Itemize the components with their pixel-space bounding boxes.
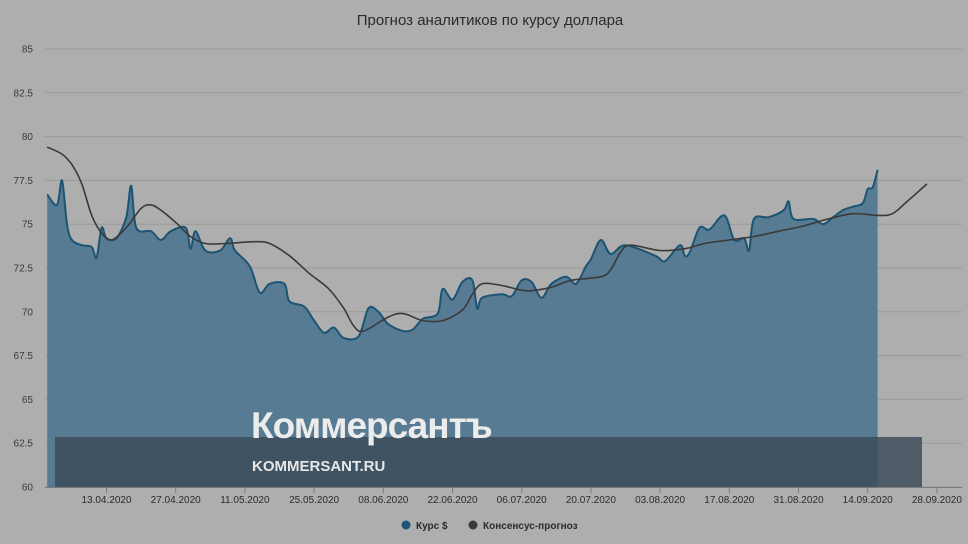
watermark-brand: Коммерсантъ <box>251 405 492 446</box>
x-tick-label: 08.06.2020 <box>358 495 408 506</box>
x-tick-label: 20.07.2020 <box>566 495 616 506</box>
x-tick-label: 13.04.2020 <box>81 495 131 506</box>
legend-item-consensus[interactable]: Консенсус-прогноз <box>468 520 578 533</box>
series-area-rate <box>47 169 878 487</box>
legend-label-consensus: Консенсус-прогноз <box>483 521 578 532</box>
x-tick-label: 31.08.2020 <box>773 495 823 506</box>
series-line-rate <box>46 169 879 341</box>
y-tick-label: 65 <box>22 395 34 406</box>
y-tick-label: 75 <box>22 220 34 231</box>
y-tick-label: 72.5 <box>14 264 34 275</box>
y-tick-label: 67.5 <box>14 351 34 362</box>
x-tick-label: 11.05.2020 <box>220 495 270 506</box>
x-axis: 13.04.2020 27.04.2020 11.05.2020 25.05.2020… <box>45 487 962 506</box>
watermark-band <box>55 437 922 487</box>
y-tick-label: 70 <box>22 307 34 318</box>
x-tick-label: 27.04.2020 <box>151 495 201 506</box>
y-tick-label: 60 <box>22 483 34 494</box>
watermark-url: KOMMERSANT.RU <box>252 458 385 475</box>
watermark: Коммерсантъ KOMMERSANT.RU <box>55 405 922 487</box>
x-tick-label: 22.06.2020 <box>427 495 477 506</box>
y-tick-label: 85 <box>22 45 34 56</box>
series-line-consensus <box>46 146 928 333</box>
x-tick-label: 28.09.2020 <box>912 495 962 506</box>
legend: Курс $ Консенсус-прогноз <box>401 520 578 533</box>
x-tick-label: 17.08.2020 <box>704 495 754 506</box>
legend-item-rate[interactable]: Курс $ <box>401 520 448 533</box>
y-tick-label: 77.5 <box>14 176 34 187</box>
y-tick-label: 62.5 <box>14 439 34 450</box>
y-tick-label: 80 <box>22 132 34 143</box>
y-axis: 85 82.5 80 77.5 75 72.5 70 67.5 65 62.5 60 <box>14 45 34 494</box>
legend-label-rate: Курс $ <box>416 521 448 532</box>
x-tick-label: 14.09.2020 <box>843 495 893 506</box>
y-tick-label: 82.5 <box>14 88 34 99</box>
legend-marker-consensus <box>468 520 478 530</box>
x-tick-label: 03.08.2020 <box>635 495 685 506</box>
x-tick-label: 25.05.2020 <box>289 495 339 506</box>
chart-title: Прогноз аналитиков по курсу доллара <box>357 12 624 29</box>
x-tick-label: 06.07.2020 <box>497 495 547 506</box>
plot-area <box>46 146 928 487</box>
legend-marker-rate <box>401 520 411 530</box>
